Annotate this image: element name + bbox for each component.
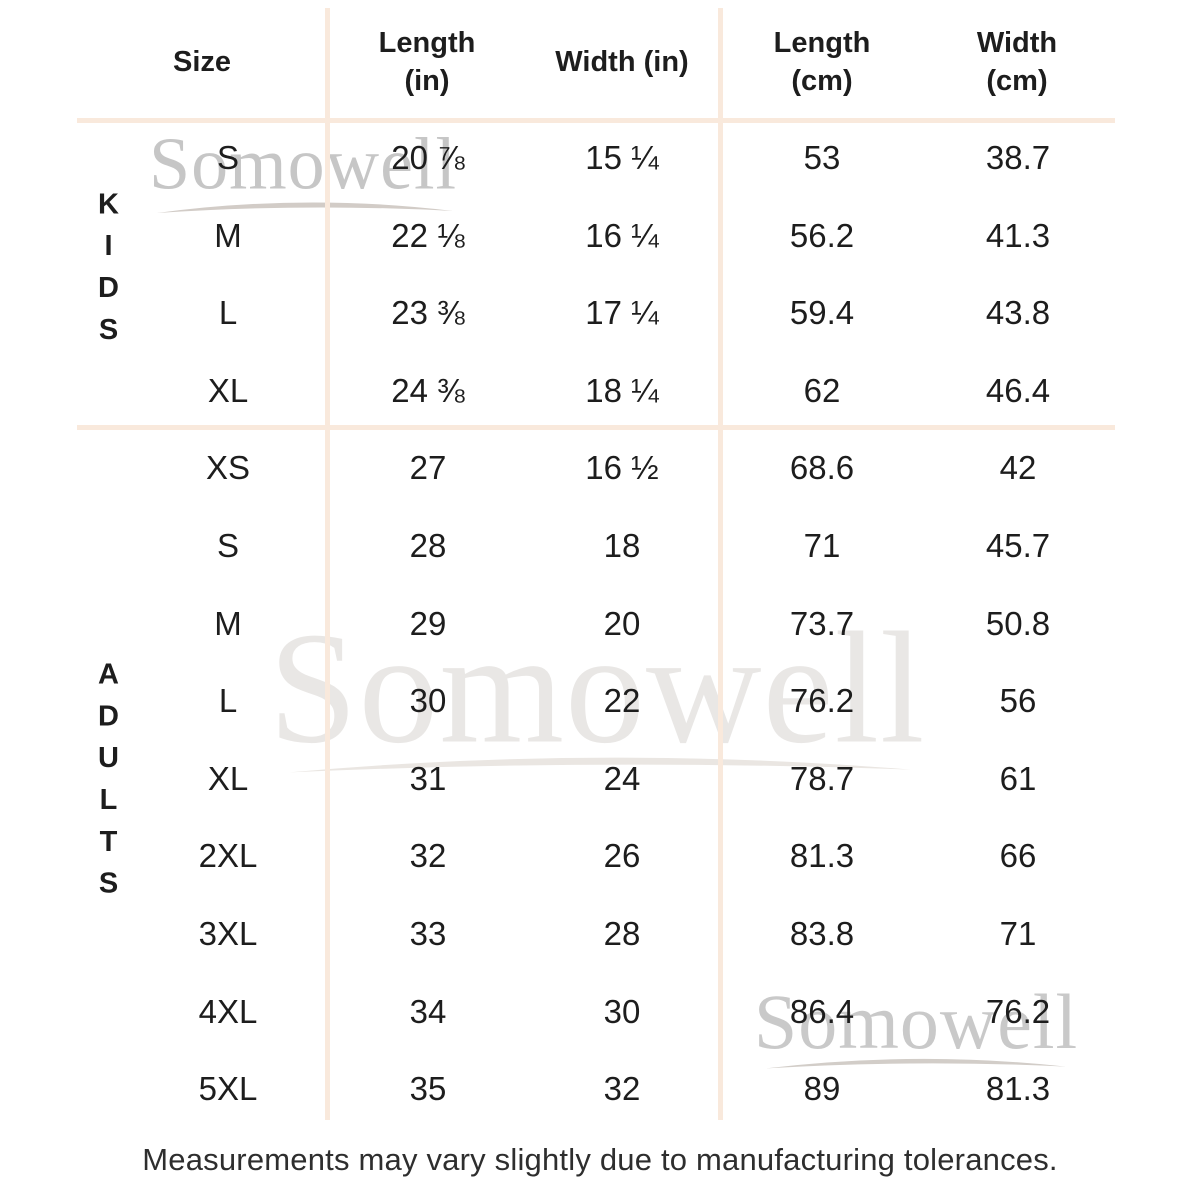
width-cm-value: 76.2: [985, 993, 1051, 1030]
column-header-length-in: Length (in): [378, 27, 476, 97]
watermark-swoosh-center: [289, 757, 911, 773]
size-value: S: [216, 527, 240, 564]
table-vertical-divider-1: [325, 8, 330, 1120]
length-cm-value: 68.6: [789, 449, 855, 486]
length-in-value: 35: [409, 1070, 447, 1107]
table-row: 3XL 33 28 83.8 71: [0, 895, 1200, 973]
width-in-value: 16 ½: [585, 449, 659, 486]
width-in-value: 24: [603, 760, 641, 797]
length-in-value: 34: [409, 993, 447, 1030]
length-cm-value: 71: [803, 527, 841, 564]
watermark-top-left: Somowell: [148, 123, 458, 206]
width-cm-value: 41.3: [985, 217, 1051, 254]
watermark-bottom-right: Somowell: [753, 978, 1079, 1065]
length-cm-value: 59.4: [789, 294, 855, 331]
size-value: XS: [205, 449, 251, 486]
size-value: M: [214, 605, 242, 642]
width-in-value: 18: [603, 527, 641, 564]
length-cm-value: 89: [803, 1070, 841, 1107]
width-cm-value: 66: [999, 837, 1037, 874]
table-row: S 20 ⅞ 15 ¼ 53 38.7: [0, 119, 1200, 197]
length-cm-value: 83.8: [789, 915, 855, 952]
length-cm-value: 62: [803, 372, 841, 409]
width-cm-value: 43.8: [985, 294, 1051, 331]
watermark-swoosh-top-left: [157, 202, 453, 213]
width-cm-value: 38.7: [985, 139, 1051, 176]
size-value: XL: [207, 372, 249, 409]
length-in-value: 29: [409, 605, 447, 642]
length-cm-value: 56.2: [789, 217, 855, 254]
length-in-value: 24 ⅜: [391, 372, 465, 409]
size-value: 3XL: [198, 915, 258, 952]
width-cm-value: 50.8: [985, 605, 1051, 642]
column-header-size: Size: [172, 46, 232, 78]
table-row: 2XL 32 26 81.3 66: [0, 817, 1200, 895]
table-row: S 28 18 71 45.7: [0, 507, 1200, 585]
column-header-width-cm: Width (cm): [976, 27, 1058, 97]
length-in-value: 27: [409, 449, 447, 486]
table-row: L 23 ⅜ 17 ¼ 59.4 43.8: [0, 274, 1200, 352]
width-in-value: 28: [603, 915, 641, 952]
length-cm-value: 86.4: [789, 993, 855, 1030]
size-value: L: [218, 682, 238, 719]
table-row: 4XL 34 30 86.4 76.2: [0, 973, 1200, 1051]
watermark-swoosh-bottom-right: [766, 1058, 1066, 1069]
length-cm-value: 81.3: [789, 837, 855, 874]
length-in-value: 20 ⅞: [391, 139, 465, 176]
table-row: 5XL 35 32 89 81.3: [0, 1050, 1200, 1128]
width-cm-value: 46.4: [985, 372, 1051, 409]
length-cm-value: 53: [803, 139, 841, 176]
width-in-value: 15 ¼: [585, 139, 659, 176]
kids-adults-divider-line: [77, 425, 1115, 430]
size-value: 4XL: [198, 993, 258, 1030]
width-cm-value: 45.7: [985, 527, 1051, 564]
table-row: M 29 20 73.7 50.8: [0, 585, 1200, 663]
length-in-value: 31: [409, 760, 447, 797]
size-value: L: [218, 294, 238, 331]
width-cm-value: 71: [999, 915, 1037, 952]
length-in-value: 22 ⅛: [391, 217, 465, 254]
group-label-kids: KIDS: [92, 188, 125, 356]
length-in-value: 32: [409, 837, 447, 874]
tolerance-note: Measurements may vary slightly due to ma…: [142, 1142, 1058, 1177]
length-in-value: 23 ⅜: [391, 294, 465, 331]
size-value: XL: [207, 760, 249, 797]
size-value: M: [214, 217, 242, 254]
watermark-center: Somowell: [268, 598, 926, 777]
size-value: 2XL: [198, 837, 258, 874]
length-in-value: 30: [409, 682, 447, 719]
table-vertical-divider-2: [718, 8, 723, 1120]
column-header-width-in: Width (in): [555, 46, 689, 78]
size-value: 5XL: [198, 1070, 258, 1107]
width-cm-value: 61: [999, 760, 1037, 797]
header-divider-line: [77, 118, 1115, 123]
table-row: L 30 22 76.2 56: [0, 662, 1200, 740]
width-in-value: 16 ¼: [585, 217, 659, 254]
column-header-length-cm: Length (cm): [773, 27, 871, 97]
width-in-value: 32: [603, 1070, 641, 1107]
width-in-value: 30: [603, 993, 641, 1030]
table-row: XL 31 24 78.7 61: [0, 740, 1200, 818]
width-in-value: 26: [603, 837, 641, 874]
length-in-value: 28: [409, 527, 447, 564]
width-cm-value: 42: [999, 449, 1037, 486]
table-row: M 22 ⅛ 16 ¼ 56.2 41.3: [0, 197, 1200, 275]
length-in-value: 33: [409, 915, 447, 952]
size-value: S: [216, 139, 240, 176]
width-in-value: 20: [603, 605, 641, 642]
width-cm-value: 56: [999, 682, 1037, 719]
length-cm-value: 73.7: [789, 605, 855, 642]
width-in-value: 18 ¼: [585, 372, 659, 409]
width-cm-value: 81.3: [985, 1070, 1051, 1107]
table-row: XL 24 ⅜ 18 ¼ 62 46.4: [0, 352, 1200, 430]
length-cm-value: 76.2: [789, 682, 855, 719]
table-row: XS 27 16 ½ 68.6 42: [0, 429, 1200, 507]
width-in-value: 17 ¼: [585, 294, 659, 331]
length-cm-value: 78.7: [789, 760, 855, 797]
width-in-value: 22: [603, 682, 641, 719]
group-label-adults: ADULTS: [92, 658, 125, 910]
